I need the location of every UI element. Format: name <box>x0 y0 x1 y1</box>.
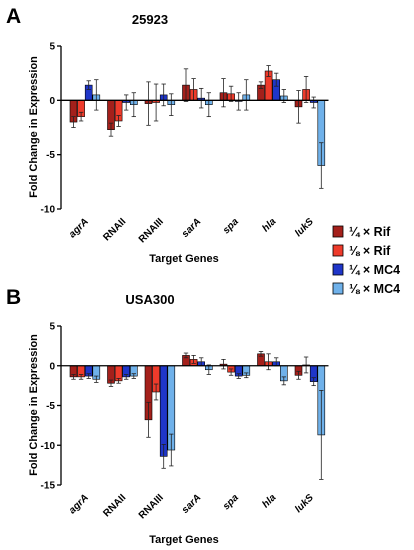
legend-label: ⅛ × Rif <box>349 244 391 258</box>
panel-b-ylabel: Fold Change in Expression <box>28 334 40 476</box>
category-label: spa <box>221 216 241 236</box>
category-label: RNAII <box>101 492 128 519</box>
panel-b: B USA300 5 0 -5 -10 -15 agrA RNAII RNAIII sarA sp… <box>6 286 329 546</box>
legend-swatch <box>332 263 344 276</box>
category-label: hla <box>260 492 278 510</box>
category-label: RNAII <box>101 216 128 243</box>
panel-b-letter: B <box>6 286 21 309</box>
category-label: agrA <box>67 492 91 516</box>
y-tick-label: -5 <box>46 150 55 161</box>
y-tick-label: -10 <box>41 441 56 452</box>
panel-b-xlabel: Target Genes <box>149 534 219 546</box>
panel-b-plot: 5 0 -5 -10 -15 agrA RNAII RNAIII sarA spa hla lukS <box>41 322 329 521</box>
legend-label: ⅛ × MC4 <box>349 282 400 296</box>
category-label: lukS <box>293 216 316 239</box>
panel-a-xlabel: Target Genes <box>149 253 219 265</box>
category-label: RNAIII <box>137 492 166 521</box>
legend-item: ⅛ × MC4 <box>332 282 400 296</box>
panel-a-title: 25923 <box>132 12 168 27</box>
category-label: sarA <box>180 216 204 240</box>
y-tick-label: -10 <box>41 205 56 216</box>
y-tick-label: 0 <box>49 361 55 372</box>
panel-a-ylabel: Fold Change in Expression <box>28 56 40 198</box>
panel-a: A 25923 5 0 -5 -10 agrA RNAII RNAIII sarA spa hla… <box>6 5 329 265</box>
panel-a-letter: A <box>6 5 21 28</box>
panel-a-plot: 5 0 -5 -10 agrA RNAII RNAIII sarA spa hla lukS <box>41 42 329 245</box>
legend-swatch <box>332 225 344 238</box>
legend-item: ⅛ × Rif <box>332 244 391 258</box>
legend: ¼ × Rif ⅛ × Rif ¼ × MC4 ⅛ × MC4 <box>332 225 400 296</box>
legend-label: ¼ × MC4 <box>349 263 400 277</box>
bar <box>159 365 168 457</box>
category-label: spa <box>221 492 241 512</box>
legend-label: ¼ × Rif <box>349 225 391 239</box>
category-label: lukS <box>293 492 316 515</box>
y-tick-label: 5 <box>49 42 55 53</box>
legend-swatch <box>332 282 344 295</box>
category-label: RNAIII <box>137 216 166 245</box>
panel-b-title: USA300 <box>125 292 174 307</box>
y-tick-label: -5 <box>46 401 55 412</box>
y-tick-label: -15 <box>41 481 56 492</box>
y-tick-label: 5 <box>49 322 55 333</box>
category-label: sarA <box>180 492 204 516</box>
legend-item: ¼ × MC4 <box>332 263 400 277</box>
category-label: hla <box>260 216 278 234</box>
legend-swatch <box>332 244 344 257</box>
y-tick-label: 0 <box>49 96 55 107</box>
legend-item: ¼ × Rif <box>332 225 391 239</box>
category-label: agrA <box>67 216 91 240</box>
